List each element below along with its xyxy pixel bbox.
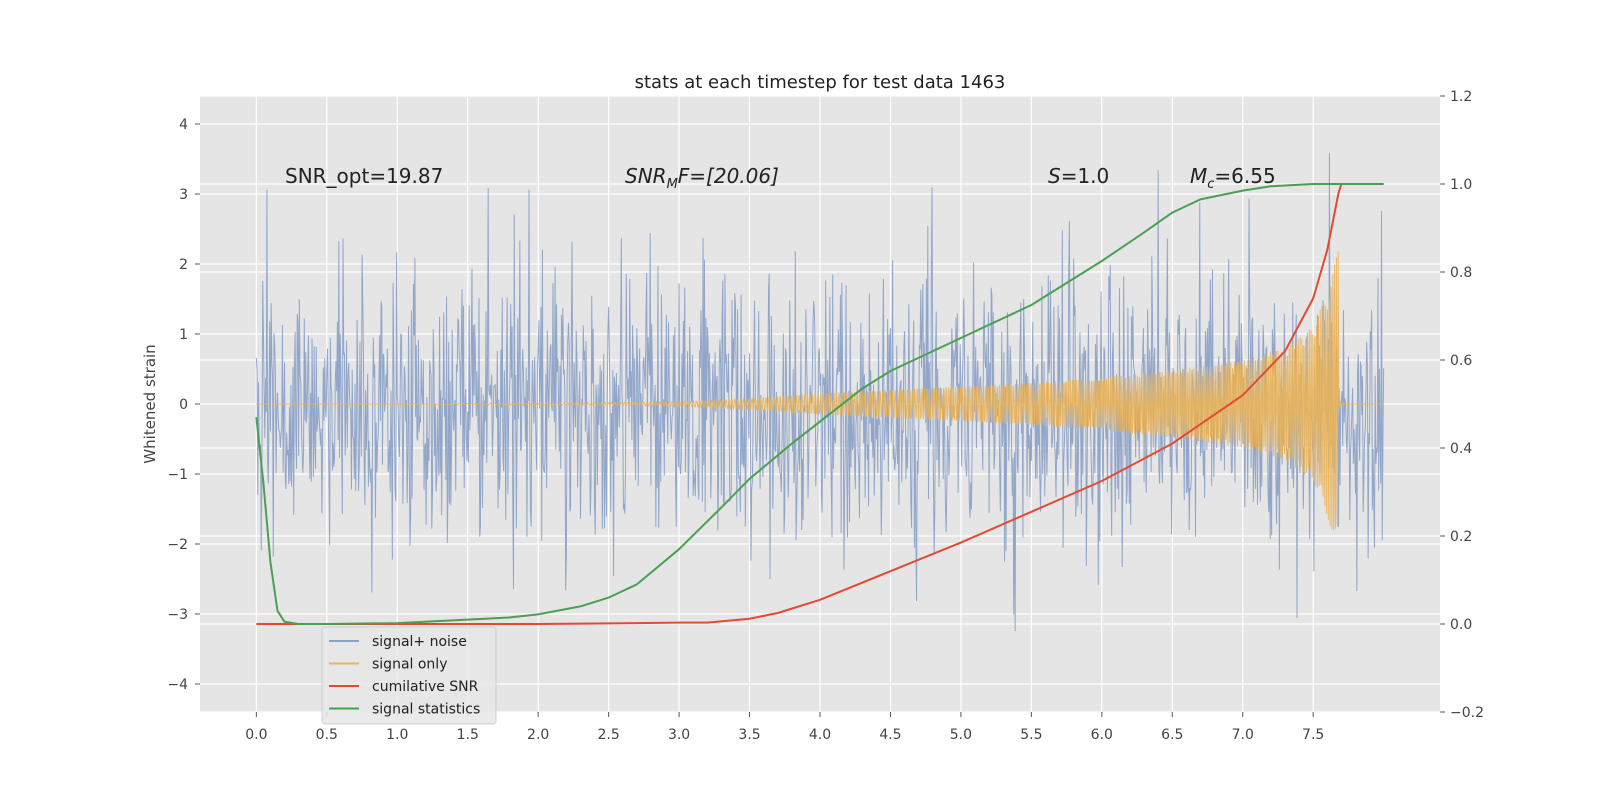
- y-left-tick-label: 0: [179, 397, 188, 413]
- annotation-mc-sub: c: [1207, 177, 1214, 192]
- y-left-tick-label: −4: [167, 677, 188, 693]
- annotation-mc-rest: =6.55: [1214, 164, 1275, 188]
- x-tick-label: 6.0: [1091, 727, 1113, 743]
- legend-label: signal only: [372, 657, 447, 673]
- legend-label: cumilative SNR: [372, 679, 479, 695]
- y-left-tick-label: 1: [179, 327, 188, 343]
- y-left-tick-label: 4: [179, 117, 188, 133]
- annotation-s-main: S: [1048, 164, 1061, 188]
- series-signal-noise-line: [255, 152, 1385, 632]
- series-signal-statistics-line: [255, 183, 1384, 625]
- annotation-s: S=1.0: [1048, 164, 1109, 188]
- x-tick-label: 3.5: [738, 727, 760, 743]
- y-axis-label: Whitened strain: [141, 344, 159, 463]
- legend-box: [321, 626, 497, 725]
- x-tick-label: 1.0: [386, 727, 408, 743]
- y-left-tick-label: −2: [167, 537, 188, 553]
- x-tick-label: 4.5: [879, 727, 901, 743]
- x-tick-label: 1.5: [457, 727, 479, 743]
- y-left-tick-label: 3: [179, 187, 188, 203]
- legend-label: signal+ noise: [372, 634, 467, 650]
- series-cumulative-snr-line: [256, 183, 1384, 625]
- chart-title: stats at each timestep for test data 146…: [635, 72, 1006, 93]
- series-signal-only-line: [256, 251, 1384, 531]
- y-right-tick-label: 1.0: [1450, 177, 1472, 193]
- legend: signal+ noise signal only cumilative SNR si…: [321, 626, 497, 725]
- y-left-tick-label: 2: [179, 257, 188, 273]
- annotation-mc-main: M: [1190, 164, 1207, 188]
- annotation-snr-mf-main: SNR: [625, 164, 667, 188]
- y-right-tick-label: 0.2: [1450, 529, 1472, 545]
- annotation-snr-mf-rest: F=[20.06]: [678, 164, 779, 188]
- y-right-tick-label: −0.2: [1450, 705, 1484, 721]
- x-tick-label: 7.5: [1302, 727, 1324, 743]
- x-tick-label: 5.0: [950, 727, 972, 743]
- annotation-snr-opt: SNR_opt=19.87: [285, 164, 443, 188]
- y-right-tick-label: 0.6: [1450, 353, 1472, 369]
- x-tick-label: 0.0: [245, 727, 267, 743]
- x-tick-label: 3.0: [668, 727, 690, 743]
- ticks: 0.0 0.5 1.0 1.5 2.0 2.5 3.0 3.5 4.0 4.5 5.0 5.5 6.0 6…: [167, 89, 1484, 743]
- x-tick-label: 2.0: [527, 727, 549, 743]
- x-tick-label: 5.5: [1020, 727, 1042, 743]
- legend-label: signal statistics: [372, 702, 480, 718]
- y-right-tick-label: 1.2: [1450, 89, 1472, 105]
- annotation-s-rest: =1.0: [1061, 164, 1110, 188]
- x-tick-label: 2.5: [598, 727, 620, 743]
- x-tick-label: 6.5: [1161, 727, 1183, 743]
- y-right-tick-label: 0.8: [1450, 265, 1472, 281]
- annotation-snr-mf: SNRMF=[20.06]: [625, 164, 779, 192]
- y-right-tick-label: 0.0: [1450, 617, 1472, 633]
- x-tick-label: 7.0: [1232, 727, 1254, 743]
- y-left-tick-label: −1: [167, 467, 188, 483]
- annotation-mc: Mc=6.55: [1190, 164, 1276, 192]
- y-right-tick-label: 0.4: [1450, 441, 1472, 457]
- annotation-snr-mf-sub: M: [667, 177, 678, 192]
- x-tick-label: 4.0: [809, 727, 831, 743]
- series-layer: [255, 152, 1385, 632]
- x-tick-label: 0.5: [316, 727, 338, 743]
- y-left-tick-label: −3: [167, 607, 188, 623]
